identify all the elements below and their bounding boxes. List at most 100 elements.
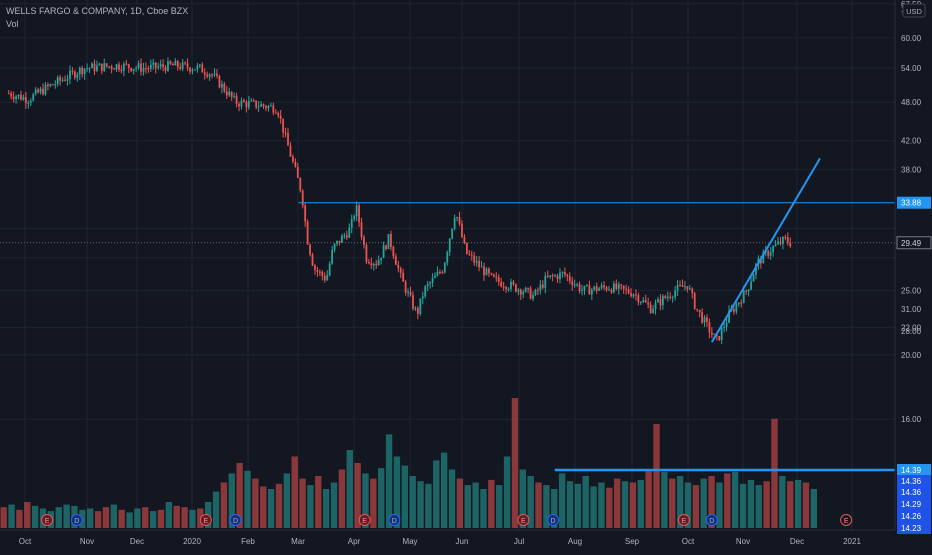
candle-body xyxy=(372,263,375,266)
candle-body xyxy=(118,64,120,70)
volume-bar xyxy=(0,507,7,528)
candle-body xyxy=(309,244,311,255)
candle-body xyxy=(108,66,111,68)
candle-body xyxy=(243,100,245,103)
volume-bar xyxy=(275,483,283,528)
candle-body xyxy=(341,235,343,243)
candle-body xyxy=(789,242,792,247)
candle-body xyxy=(137,63,140,68)
volume-bar xyxy=(370,478,377,528)
candle-body xyxy=(750,281,752,290)
volume-bar xyxy=(433,460,440,528)
candle-body xyxy=(130,67,133,72)
volume-bar xyxy=(747,479,755,528)
symbol-title[interactable]: WELLS FARGO & COMPANY, 1D, Cboe BZX xyxy=(6,6,188,16)
candle-body xyxy=(698,309,701,313)
candle-body xyxy=(240,100,243,107)
candle-body xyxy=(326,275,329,281)
dividend-event-icon[interactable] xyxy=(388,514,401,526)
candle-body xyxy=(228,91,231,96)
candle-body xyxy=(661,296,664,306)
earnings-event-icon[interactable] xyxy=(517,514,530,526)
time-tick-label: May xyxy=(402,537,417,546)
volume-bar xyxy=(551,489,558,528)
candle-body xyxy=(541,284,544,288)
candle-body xyxy=(363,237,365,245)
candle-body xyxy=(321,271,324,276)
currency-label: USD xyxy=(906,7,922,16)
dividend-event-icon[interactable] xyxy=(229,514,242,526)
candle-body xyxy=(586,285,588,287)
earnings-event-icon[interactable] xyxy=(41,514,54,526)
volume-bar xyxy=(94,511,102,528)
candle-body xyxy=(453,217,456,229)
candle-body xyxy=(365,244,368,262)
volume-bar xyxy=(291,456,298,528)
candle-body xyxy=(728,310,730,323)
dividend-event-icon[interactable] xyxy=(70,514,83,526)
candle-body xyxy=(571,281,574,286)
candle-body xyxy=(706,317,708,322)
candle-body xyxy=(100,63,103,72)
volume-bar xyxy=(385,434,393,528)
candle-body xyxy=(429,282,432,285)
candle-body xyxy=(299,177,302,191)
volume-bar xyxy=(606,487,613,528)
candle-body xyxy=(348,227,351,238)
candle-body xyxy=(475,261,478,263)
candle-body xyxy=(284,132,287,134)
earnings-event-icon[interactable] xyxy=(358,514,371,526)
candle-body xyxy=(115,64,118,70)
candle-body xyxy=(385,245,387,249)
candle-body xyxy=(424,286,427,297)
candle-body xyxy=(752,274,755,282)
candle-body xyxy=(56,77,59,85)
candle-body xyxy=(71,70,74,72)
volume-bar xyxy=(173,505,180,528)
candle-body xyxy=(350,219,353,228)
earnings-event-icon[interactable] xyxy=(199,514,212,526)
candle-body xyxy=(279,115,282,119)
drawings[interactable] xyxy=(0,157,895,472)
candle-body xyxy=(265,106,267,109)
candle-body xyxy=(390,234,392,247)
candle-body xyxy=(544,275,547,288)
uptrend-line[interactable] xyxy=(710,157,821,343)
volume-bar xyxy=(802,482,810,528)
candle-body xyxy=(497,277,500,282)
dividend-event-icon[interactable] xyxy=(705,514,718,526)
price-tick-label: 54.00 xyxy=(901,64,922,73)
candle-body xyxy=(216,73,218,76)
volume-bar xyxy=(322,489,330,528)
candle-body xyxy=(49,84,52,87)
currency-badge[interactable] xyxy=(902,3,926,18)
candle-body xyxy=(367,261,370,264)
candle-body xyxy=(470,254,473,256)
candle-body xyxy=(576,284,579,286)
candle-body xyxy=(22,97,25,100)
candle-body xyxy=(125,63,128,65)
dividend-event-icon[interactable] xyxy=(547,514,560,526)
candle-body xyxy=(617,284,620,289)
earnings-event-icon[interactable] xyxy=(677,514,690,526)
price-label-box xyxy=(897,498,931,510)
volume-bar xyxy=(393,456,401,528)
candle-body xyxy=(686,286,689,290)
candle-body xyxy=(24,97,27,104)
volume-bar xyxy=(212,491,220,528)
time-tick-label: 2020 xyxy=(183,537,201,546)
volume-indicator-label[interactable]: Vol xyxy=(6,19,19,29)
candle-body xyxy=(179,67,182,69)
candle-body xyxy=(737,302,740,305)
candle-body xyxy=(394,256,397,265)
candle-body xyxy=(282,118,285,133)
candle-body xyxy=(220,83,223,88)
candle-body xyxy=(296,166,299,178)
candle-body xyxy=(34,89,37,95)
candle-body xyxy=(649,304,652,313)
volume-bar xyxy=(519,469,526,528)
earnings-event-icon[interactable] xyxy=(840,514,853,526)
price-label-box xyxy=(897,510,931,522)
volume-bar xyxy=(716,482,723,528)
